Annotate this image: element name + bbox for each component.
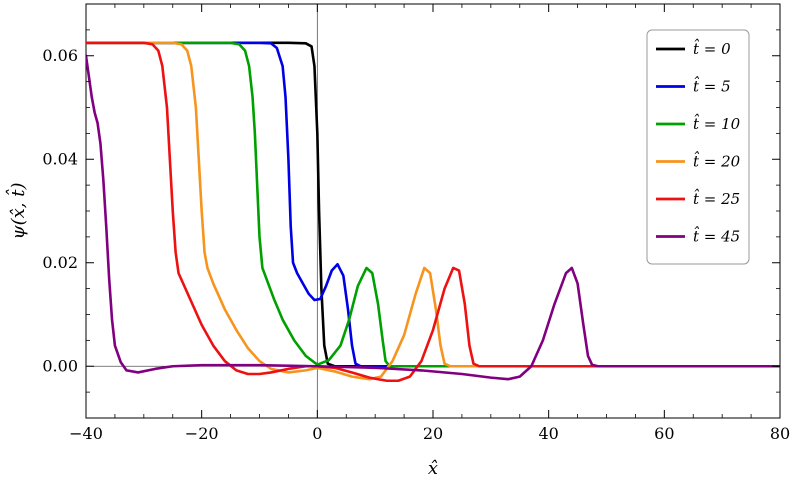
series-line-0 xyxy=(86,41,780,368)
legend-label-0: t̂ = 0 xyxy=(693,39,731,58)
x-tick-label: 60 xyxy=(654,424,674,443)
legend-label-1: t̂ = 5 xyxy=(693,76,731,95)
x-tick-label: 80 xyxy=(770,424,790,443)
x-tick-label: 40 xyxy=(538,424,558,443)
y-tick-label: 0.06 xyxy=(42,46,78,65)
series-group xyxy=(86,41,780,383)
legend-box xyxy=(646,29,750,265)
series-line-2 xyxy=(86,41,780,368)
series-line-4 xyxy=(86,41,780,383)
x-tick-label: 0 xyxy=(312,424,322,443)
legend-label-2: t̂ = 10 xyxy=(693,114,741,133)
series-line-3 xyxy=(86,41,780,381)
y-tick-label: 0.04 xyxy=(42,149,78,168)
x-tick-label: −20 xyxy=(185,424,219,443)
x-tick-label: 20 xyxy=(423,424,443,443)
series-line-5 xyxy=(86,54,780,381)
x-axis-title: x̂ xyxy=(428,458,438,479)
y-tick-label: 0.00 xyxy=(42,356,78,375)
y-tick-label: 0.02 xyxy=(42,253,78,272)
legend-label-3: t̂ = 20 xyxy=(693,151,741,170)
legend-label-5: t̂ = 45 xyxy=(693,226,740,245)
legend-label-4: t̂ = 25 xyxy=(693,189,740,208)
x-tick-label: −40 xyxy=(69,424,103,443)
y-axis-title: ψ(x̂, t̂) xyxy=(4,183,29,240)
